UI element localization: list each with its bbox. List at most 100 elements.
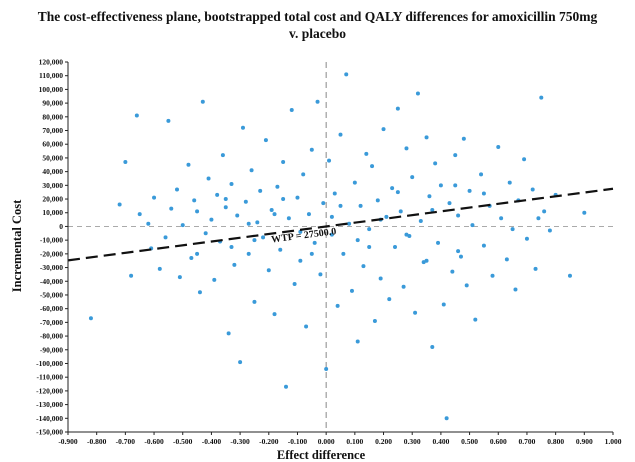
scatter-point (332, 191, 337, 196)
scatter-point (212, 277, 217, 282)
x-tick-label: 0.500 (461, 437, 478, 446)
scatter-point (444, 416, 449, 421)
scatter-point (220, 153, 225, 158)
scatter-point (542, 209, 547, 214)
scatter-point (536, 216, 541, 221)
scatter-point (352, 180, 357, 185)
scatter-point (298, 229, 303, 234)
x-tick-label: 0.100 (346, 437, 363, 446)
scatter-point (249, 168, 254, 173)
y-tick-label: 110,000 (39, 71, 63, 80)
scatter-point (134, 113, 139, 118)
scatter-point (269, 208, 274, 212)
scatter-point (499, 216, 504, 221)
scatter-point (372, 319, 377, 323)
scatter-point (413, 310, 418, 315)
y-tick-label: 40,000 (42, 167, 63, 176)
scatter-point (378, 276, 383, 281)
scatter-point (496, 144, 501, 149)
scatter-point (539, 95, 544, 100)
scatter-point (390, 186, 395, 191)
x-tick-label: 0.600 (490, 437, 507, 446)
scatter-point (355, 238, 360, 243)
scatter-point (137, 212, 142, 217)
scatter-point (384, 214, 389, 219)
x-tick-label: -0.700 (116, 437, 136, 446)
scatter-point (295, 195, 300, 200)
scatter-point (157, 266, 162, 271)
scatter-point (195, 251, 200, 256)
scatter-point (309, 147, 314, 152)
scatter-point (329, 214, 334, 219)
scatter-point (395, 106, 400, 111)
scatter-point (453, 153, 458, 158)
scatter-point (223, 205, 228, 210)
scatter-point (510, 227, 515, 232)
scatter-point (522, 157, 527, 162)
scatter-point (284, 384, 288, 389)
y-tick-label: 50,000 (42, 153, 63, 162)
scatter-point (243, 199, 248, 204)
y-tick-label: -10,000 (40, 236, 63, 245)
scatter-point (358, 203, 363, 208)
scatter-point (324, 366, 329, 371)
scatter-point (473, 317, 478, 322)
scatter-point (272, 312, 277, 317)
scatter-point (281, 160, 286, 165)
scatter-point (338, 132, 343, 137)
scatter-point (470, 223, 475, 228)
y-tick-label: 60,000 (42, 140, 63, 149)
scatter-point (286, 216, 291, 221)
scatter-point (321, 201, 326, 206)
scatter-point (235, 213, 240, 218)
scatter-point (318, 272, 323, 277)
scatter-point (344, 72, 349, 77)
scatter-point (415, 91, 420, 96)
scatter-point (209, 217, 214, 222)
x-tick-label: -0.800 (87, 437, 107, 446)
scatter-point (232, 262, 237, 267)
scatter-point (152, 195, 157, 200)
y-tick-label: -90,000 (40, 345, 63, 354)
scatter-point (301, 172, 306, 177)
scatter-point (424, 258, 429, 263)
y-tick-label: -140,000 (36, 414, 63, 423)
scatter-point (582, 210, 587, 215)
scatter-point (453, 183, 458, 188)
scatter-point (481, 191, 486, 196)
scatter-point (117, 202, 122, 207)
scatter-point (393, 245, 397, 249)
scatter-point (261, 235, 266, 240)
y-tick-label: -110,000 (37, 373, 64, 382)
wtp-line (67, 187, 614, 262)
scatter-point (252, 299, 257, 304)
x-tick-label: -0.500 (173, 437, 193, 446)
scatter-point (341, 251, 346, 256)
scatter-point (530, 187, 535, 192)
y-tick-label: 70,000 (42, 126, 63, 135)
scatter-point (433, 161, 438, 166)
scatter-point (533, 266, 538, 271)
scatter-point (229, 245, 234, 249)
y-tick-label: -150,000 (36, 428, 63, 437)
scatter-point (447, 201, 452, 206)
scatter-point (441, 302, 446, 307)
x-tick-label: 0.400 (432, 437, 449, 446)
y-tick-label: 30,000 (42, 181, 63, 190)
scatter-point (507, 180, 512, 185)
scatter-point (347, 221, 352, 226)
x-tick-label: 0.700 (519, 437, 536, 446)
scatter-point (186, 162, 191, 167)
reference-lines (68, 62, 613, 432)
scatter-point (129, 273, 134, 278)
chart-title-line-1: The cost-effectiveness plane, bootstrapp… (37, 9, 598, 24)
scatter-point (278, 247, 283, 252)
scatter-point (364, 151, 369, 156)
scatter-point (401, 284, 406, 289)
scatter-point (266, 268, 271, 273)
scatter-point (240, 125, 245, 130)
scatter-point (367, 245, 372, 249)
scatter-point (192, 198, 197, 203)
scatter-point (255, 220, 260, 225)
